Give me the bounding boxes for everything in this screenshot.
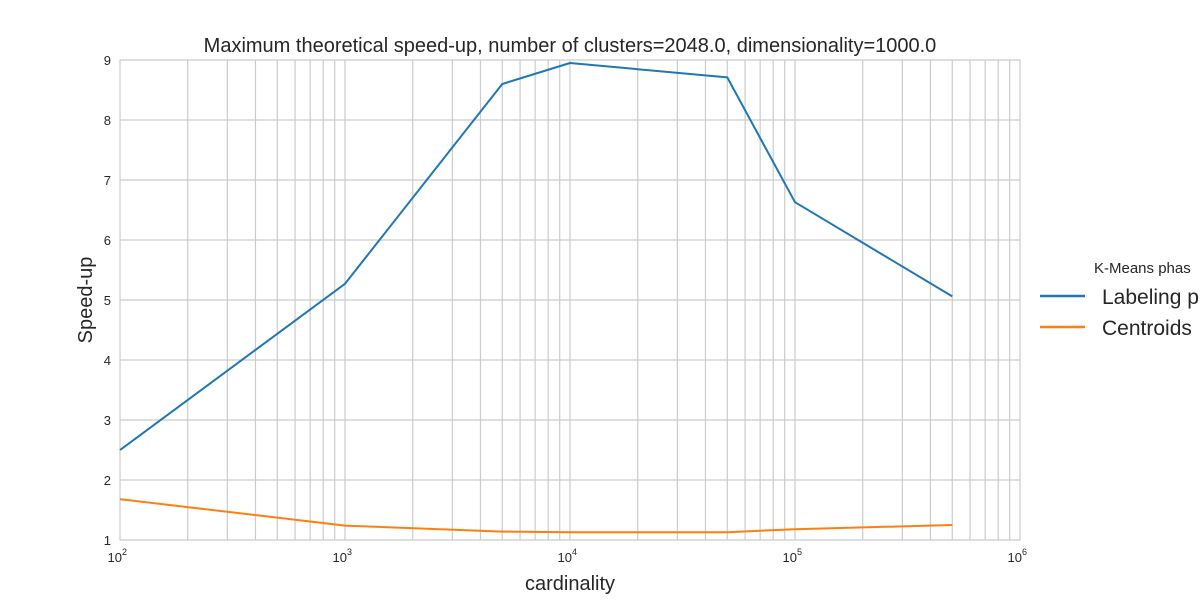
x-tick-base: 10 <box>333 550 347 565</box>
plot-area <box>119 59 1021 541</box>
y-tick-labels: 1 2 3 4 5 6 7 8 9 <box>104 53 111 548</box>
x-tick-base: 10 <box>783 550 797 565</box>
x-tick-base: 10 <box>108 550 122 565</box>
x-tick-labels: 10 2 10 3 10 4 10 5 10 6 <box>108 547 1027 565</box>
y-tick-label: 5 <box>104 293 111 308</box>
x-axis-label: cardinality <box>525 573 615 595</box>
legend-entry-2: Centroids <box>1040 317 1192 340</box>
chart-title: Maximum theoretical speed-up, number of … <box>204 35 937 57</box>
series-line-1 <box>119 62 953 451</box>
x-tick-label: 10 4 <box>558 547 577 565</box>
y-tick-label: 6 <box>104 233 111 248</box>
x-tick-exponent: 6 <box>1022 547 1027 557</box>
legend-label: Centroids <box>1102 317 1192 340</box>
x-tick-exponent: 5 <box>797 547 802 557</box>
legend-title: K-Means phas <box>1094 260 1191 277</box>
y-tick-label: 7 <box>104 173 111 188</box>
legend-entry-1: Labeling p <box>1040 286 1199 309</box>
legend-entries: Labeling p Centroids <box>1040 286 1199 340</box>
series-line-2 <box>119 498 953 534</box>
y-tick-label: 2 <box>104 473 111 488</box>
x-tick-label: 10 2 <box>108 547 127 565</box>
grid <box>119 59 1021 541</box>
x-tick-base: 10 <box>1008 550 1022 565</box>
x-tick-exponent: 2 <box>122 547 127 557</box>
y-tick-label: 8 <box>104 113 111 128</box>
series-lines <box>119 62 953 534</box>
y-tick-label: 1 <box>104 533 111 548</box>
x-tick-exponent: 4 <box>572 547 577 557</box>
y-tick-label: 3 <box>104 413 111 428</box>
x-tick-base: 10 <box>558 550 572 565</box>
y-tick-label: 4 <box>104 353 111 368</box>
x-tick-label: 10 5 <box>783 547 802 565</box>
legend: K-Means phas Labeling p Centroids <box>1040 260 1199 340</box>
x-tick-exponent: 3 <box>347 547 352 557</box>
y-tick-label: 9 <box>104 53 111 68</box>
x-tick-label: 10 6 <box>1008 547 1027 565</box>
legend-label: Labeling p <box>1102 286 1199 309</box>
x-tick-label: 10 3 <box>333 547 352 565</box>
y-axis-label: Speed-up <box>75 257 97 344</box>
